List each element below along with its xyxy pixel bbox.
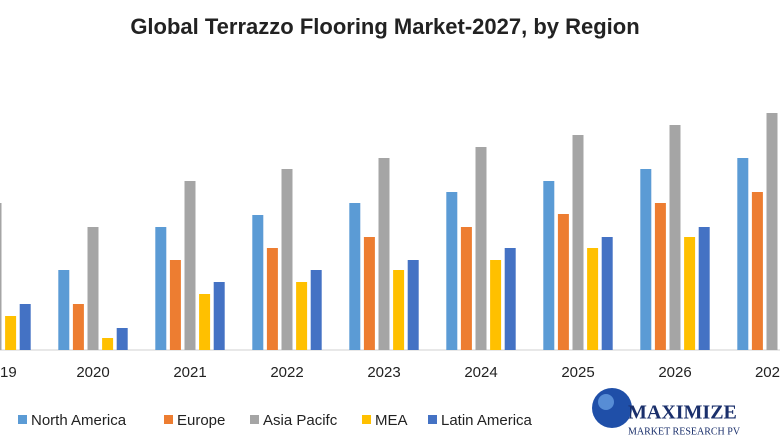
logo: MAXIMIZE MARKET RESEARCH PV <box>592 388 741 437</box>
bar <box>475 147 487 350</box>
bar <box>116 328 128 350</box>
bar <box>640 169 652 350</box>
logo-highlight <box>598 394 614 410</box>
x-tick-label: 2025 <box>561 364 594 381</box>
bar <box>296 282 308 350</box>
x-tick-label: 2023 <box>367 364 400 381</box>
bar <box>213 282 225 350</box>
bar <box>587 248 599 350</box>
bar <box>19 304 31 350</box>
legend-label: North America <box>31 412 127 429</box>
legend-label: Latin America <box>441 412 533 429</box>
bar <box>543 181 555 350</box>
legend-label: MEA <box>375 412 408 429</box>
bar <box>684 237 696 350</box>
bar <box>766 113 778 350</box>
bar <box>490 260 502 350</box>
logo-name: MAXIMIZE <box>628 402 737 424</box>
bar <box>446 192 458 350</box>
bar <box>601 237 613 350</box>
bar <box>393 270 405 350</box>
legend-swatch <box>250 415 259 424</box>
x-tick-label: 202 <box>755 364 780 381</box>
x-tick-label: 2022 <box>270 364 303 381</box>
logo-globe <box>592 388 632 428</box>
bar <box>0 203 2 350</box>
bar <box>266 248 278 350</box>
legend-swatch <box>362 415 371 424</box>
x-tick-label: 19 <box>0 364 17 381</box>
bar <box>460 227 472 350</box>
bar <box>87 227 99 350</box>
bar <box>378 158 390 350</box>
bar <box>184 181 196 350</box>
bar <box>504 248 516 350</box>
bar <box>155 227 167 350</box>
chart-title: Global Terrazzo Flooring Market-2027, by… <box>130 14 639 39</box>
bar <box>169 260 181 350</box>
x-tick-label: 2021 <box>173 364 206 381</box>
bar <box>199 294 211 350</box>
legend-swatch <box>18 415 27 424</box>
bar <box>572 135 584 350</box>
bar <box>363 237 375 350</box>
legend-label: Europe <box>177 412 225 429</box>
logo-tagline: MARKET RESEARCH PV <box>628 426 741 437</box>
bar <box>407 260 419 350</box>
bar <box>669 125 681 350</box>
bar <box>281 169 293 350</box>
bar <box>557 214 569 350</box>
legend-swatch <box>164 415 173 424</box>
legend-label: Asia Pacifc <box>263 412 338 429</box>
bar <box>698 227 710 350</box>
bar <box>252 215 264 350</box>
bar <box>654 203 666 350</box>
bar <box>310 270 322 350</box>
bar <box>58 270 70 350</box>
x-tick-label: 2026 <box>658 364 691 381</box>
x-tick-label: 2020 <box>76 364 109 381</box>
bar <box>102 338 114 350</box>
bar <box>5 316 17 350</box>
bar <box>737 158 749 350</box>
x-tick-label: 2024 <box>464 364 497 381</box>
bar <box>72 304 84 350</box>
legend-swatch <box>428 415 437 424</box>
bar <box>349 203 361 350</box>
bar <box>751 192 763 350</box>
